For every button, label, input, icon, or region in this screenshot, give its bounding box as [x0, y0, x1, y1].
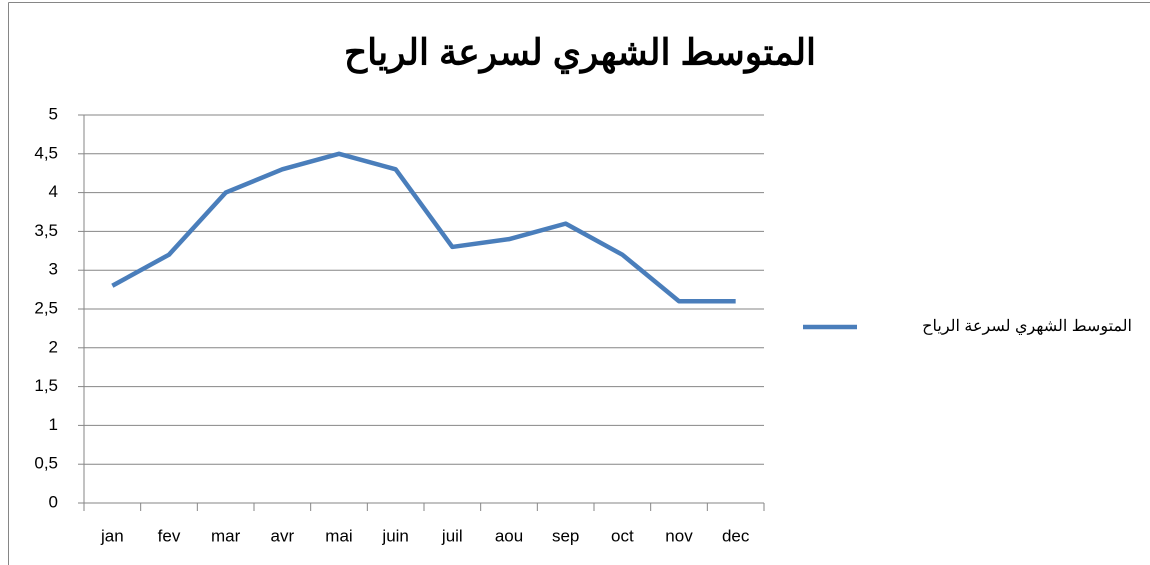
legend-label: المتوسط الشهري لسرعة الرياح	[922, 318, 1132, 335]
x-tick-label: fev	[158, 526, 181, 545]
x-tick-label: aou	[495, 526, 523, 545]
y-tick-label: 2,5	[34, 298, 58, 317]
y-tick-label: 5	[49, 104, 58, 123]
y-tick-label: 3	[49, 260, 58, 279]
y-tick-label: 1	[49, 415, 58, 434]
y-tick-label: 3,5	[34, 221, 58, 240]
x-tick-label: oct	[611, 526, 634, 545]
y-tick-label: 4,5	[34, 143, 58, 162]
x-tick-label: juil	[441, 526, 463, 545]
x-tick-label: juin	[381, 526, 408, 545]
y-tick-label: 0,5	[34, 454, 58, 473]
y-tick-label: 2	[49, 337, 58, 356]
y-tick-label: 1,5	[34, 376, 58, 395]
x-tick-label: nov	[665, 526, 693, 545]
x-tick-label: mai	[325, 526, 352, 545]
x-tick-label: jan	[100, 526, 124, 545]
x-tick-label: mar	[211, 526, 241, 545]
y-tick-label: 4	[49, 182, 58, 201]
y-tick-label: 0	[49, 492, 58, 511]
data-line	[111, 151, 736, 304]
x-tick-label: sep	[552, 526, 579, 545]
x-tick-label: avr	[271, 526, 295, 545]
chart-title: المتوسط الشهري لسرعة الرياح	[344, 32, 816, 75]
x-tick-label: dec	[722, 526, 750, 545]
